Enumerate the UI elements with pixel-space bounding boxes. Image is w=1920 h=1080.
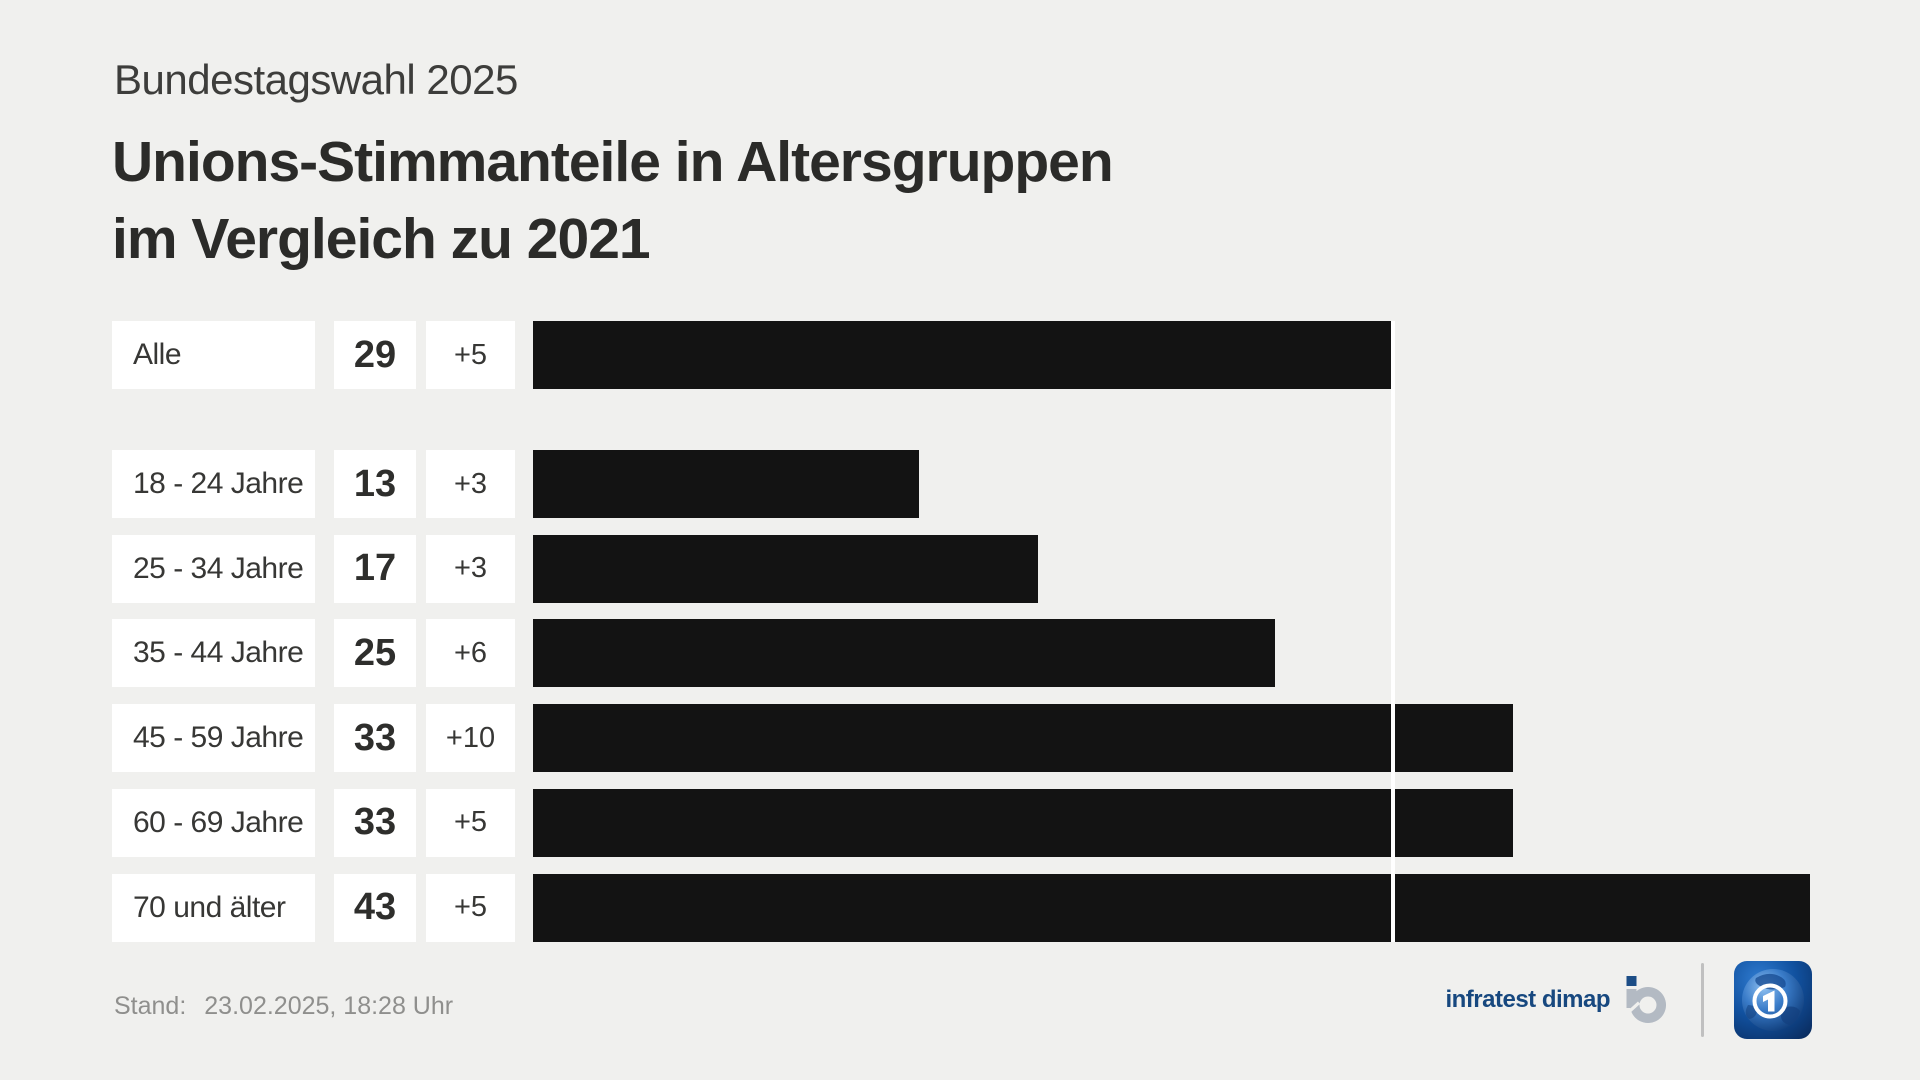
row-value: 13	[334, 450, 416, 518]
value-bar	[533, 619, 1275, 688]
chart-row: 35 - 44 Jahre 25 +6	[0, 619, 1920, 688]
footer-separator	[1701, 963, 1704, 1037]
value-bar	[533, 450, 919, 518]
stand-label: Stand:	[114, 992, 187, 1020]
row-label: Alle	[112, 321, 315, 389]
infratest-dimap-label: infratest dimap	[1445, 986, 1610, 1013]
row-label: 70 und älter	[112, 873, 315, 942]
title-line-2: im Vergleich zu 2021	[112, 207, 651, 271]
status-line: Stand: 23.02.2025, 18:28 Uhr	[114, 992, 453, 1021]
row-value: 17	[334, 534, 416, 603]
row-change: +3	[426, 534, 515, 603]
title-line-1: Unions-Stimmanteile in Altersgruppen	[112, 130, 1114, 194]
row-label: 60 - 69 Jahre	[112, 788, 315, 857]
row-value: 33	[334, 788, 416, 857]
value-bar	[533, 873, 1810, 942]
kicker: Bundestagswahl 2025	[114, 56, 518, 103]
row-change: +5	[426, 788, 515, 857]
value-bar	[533, 788, 1513, 857]
row-change: +6	[426, 619, 515, 688]
row-change: +3	[426, 450, 515, 518]
row-change: +5	[426, 873, 515, 942]
row-label: 35 - 44 Jahre	[112, 619, 315, 688]
row-change: +5	[426, 321, 515, 389]
row-value: 29	[334, 321, 416, 389]
chart-row: 25 - 34 Jahre 17 +3	[0, 534, 1920, 603]
value-bar	[533, 534, 1038, 603]
row-value: 33	[334, 704, 416, 773]
row-label: 25 - 34 Jahre	[112, 534, 315, 603]
brand-bar: infratest dimap	[1445, 961, 1812, 1039]
page-title: Unions-Stimmanteile in Altersgruppen im …	[112, 124, 1114, 278]
chart-row: 70 und älter 43 +5	[0, 873, 1920, 942]
chart-row: 60 - 69 Jahre 33 +5	[0, 788, 1920, 857]
chart-row: 18 - 24 Jahre 13 +3	[0, 450, 1920, 518]
row-label: 18 - 24 Jahre	[112, 450, 315, 518]
ard-logo-icon	[1734, 961, 1812, 1039]
value-bar	[533, 704, 1513, 773]
value-bar	[533, 321, 1394, 389]
row-label: 45 - 59 Jahre	[112, 704, 315, 773]
row-value: 43	[334, 873, 416, 942]
reference-line	[1391, 321, 1395, 942]
chart-row: 45 - 59 Jahre 33 +10	[0, 704, 1920, 773]
row-change: +10	[426, 704, 515, 773]
chart-row: Alle 29 +5	[0, 321, 1920, 389]
row-value: 25	[334, 619, 416, 688]
stand-value: 23.02.2025, 18:28 Uhr	[204, 992, 454, 1020]
infratest-dimap-logo-icon	[1626, 976, 1666, 1023]
